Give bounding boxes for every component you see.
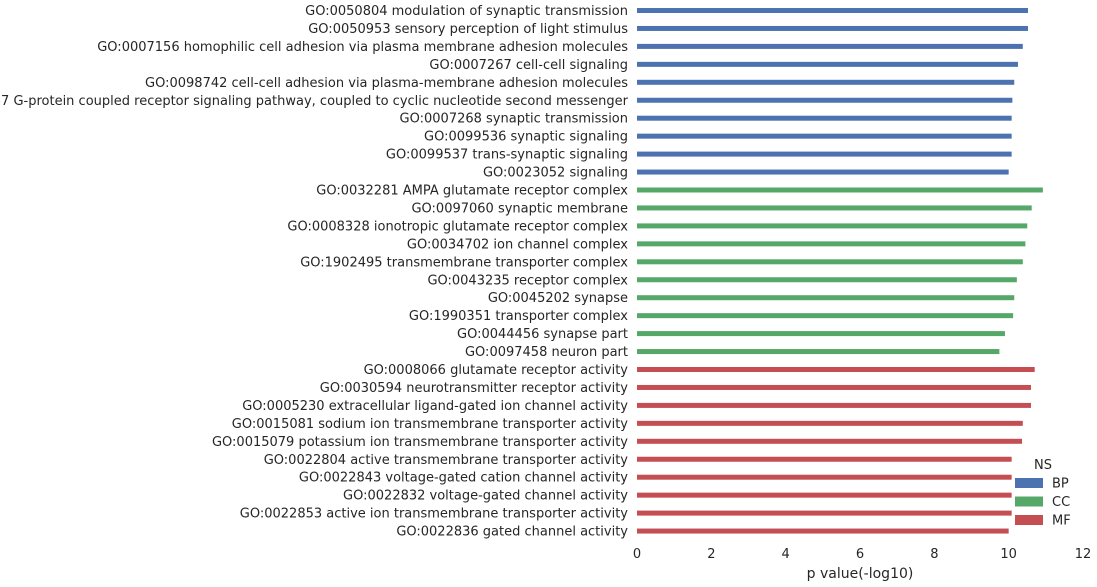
bar-mf xyxy=(637,474,1012,480)
y-tick-label: GO:0007267 cell-cell signaling xyxy=(429,58,628,73)
y-tick-label: GO:0032281 AMPA glutamate receptor compl… xyxy=(316,184,628,199)
x-axis-label: p value(-log10) xyxy=(807,566,914,582)
bar-cc xyxy=(637,259,1023,265)
x-tick-label: 4 xyxy=(782,547,790,562)
bar-mf xyxy=(637,528,1009,534)
y-tick-label: GO:0008066 glutamate receptor activity xyxy=(364,363,629,378)
bar-cc xyxy=(637,205,1032,211)
bar-bp xyxy=(637,97,1013,103)
y-tick-label: GO:0008328 ionotropic glutamate receptor… xyxy=(287,219,628,234)
bar-cc xyxy=(637,295,1015,301)
y-tick-label: GO:0015081 sodium ion transmembrane tran… xyxy=(232,417,628,432)
bar-cc xyxy=(637,331,1005,337)
x-tick-label: 0 xyxy=(633,547,641,562)
bar-mf xyxy=(637,402,1031,408)
y-tick-label: GO:0034702 ion channel complex xyxy=(407,237,628,252)
bar-mf xyxy=(637,367,1035,372)
y-tick-label: GO:0007156 homophilic cell adhesion via … xyxy=(97,40,628,55)
y-tick-label: GO:0045202 synapse xyxy=(488,291,628,306)
x-tick-label: 8 xyxy=(930,547,938,562)
y-tick-label: GO:0099536 synaptic signaling xyxy=(424,130,628,145)
bar-bp xyxy=(637,169,1009,175)
y-tick-label: GO:0050953 sensory perception of light s… xyxy=(308,22,628,37)
bar-cc xyxy=(637,277,1017,283)
x-tick-labels: 0 2 4 6 8 10 12 xyxy=(633,547,1091,562)
bar-cc xyxy=(637,349,1000,355)
legend-swatch-bp xyxy=(1015,478,1043,488)
bar-bp xyxy=(637,151,1012,157)
y-tick-label: GO:0099537 trans-synaptic signaling xyxy=(386,148,628,163)
y-tick-label: GO:0007187 G-protein coupled receptor si… xyxy=(0,94,629,109)
legend: NS BP CC MF xyxy=(1015,458,1071,529)
legend-label-mf: MF xyxy=(1052,514,1071,529)
bar-bp xyxy=(637,25,1028,31)
y-tick-label: GO:0005230 extracellular ligand-gated io… xyxy=(242,399,628,414)
x-tick-label: 10 xyxy=(1000,547,1017,562)
y-tick-labels: GO:0050804 modulation of synaptic transm… xyxy=(0,4,629,540)
bar-mf xyxy=(637,420,1023,426)
y-tick-label: GO:0007268 synaptic transmission xyxy=(400,112,628,127)
bar-bp xyxy=(637,61,1018,67)
bar-mf xyxy=(637,456,1012,462)
y-tick-label: GO:1902495 transmembrane transporter com… xyxy=(300,255,628,270)
x-tick-label: 2 xyxy=(707,547,715,562)
y-tick-label: GO:0022843 voltage-gated cation channel … xyxy=(299,471,628,486)
legend-swatch-cc xyxy=(1015,496,1043,507)
bar-bp xyxy=(637,79,1015,85)
bars-layer xyxy=(637,8,1043,534)
bar-mf xyxy=(637,492,1012,498)
y-tick-label: GO:0044456 synapse part xyxy=(457,327,628,342)
legend-label-bp: BP xyxy=(1052,477,1069,492)
bar-bp xyxy=(637,115,1012,121)
y-tick-label: GO:0022804 active transmembrane transpor… xyxy=(264,453,629,468)
bar-cc xyxy=(637,241,1026,247)
bar-mf xyxy=(637,384,1031,390)
y-tick-label: GO:0097060 synaptic membrane xyxy=(411,201,628,216)
bar-bp xyxy=(637,8,1028,13)
bar-mf xyxy=(637,438,1023,444)
y-tick-label: GO:0030594 neurotransmitter receptor act… xyxy=(320,381,629,396)
bar-cc xyxy=(637,223,1028,229)
y-tick-label: GO:0022832 voltage-gated channel activit… xyxy=(343,489,628,504)
bar-bp xyxy=(637,133,1012,139)
y-tick-label: GO:0097458 neuron part xyxy=(465,345,628,360)
y-tick-label: GO:0022853 active ion transmembrane tran… xyxy=(240,507,629,522)
y-tick-label: GO:0015079 potassium ion transmembrane t… xyxy=(212,435,628,450)
bar-cc xyxy=(637,313,1014,319)
bar-bp xyxy=(637,43,1023,49)
bar-mf xyxy=(637,510,1012,516)
y-tick-label: GO:0050804 modulation of synaptic transm… xyxy=(305,4,628,19)
y-tick-label: GO:0043235 receptor complex xyxy=(427,273,628,288)
legend-title: NS xyxy=(1034,458,1052,473)
y-tick-label: GO:0098742 cell-cell adhesion via plasma… xyxy=(145,76,628,91)
x-tick-label: 6 xyxy=(856,547,864,562)
legend-label-cc: CC xyxy=(1052,495,1070,510)
y-tick-label: GO:1990351 transporter complex xyxy=(409,309,628,324)
legend-swatch-mf xyxy=(1015,515,1043,525)
bar-cc xyxy=(637,187,1043,193)
y-tick-label: GO:0022836 gated channel activity xyxy=(396,525,628,540)
x-tick-label: 12 xyxy=(1075,547,1092,562)
y-tick-label: GO:0023052 signaling xyxy=(483,166,628,181)
